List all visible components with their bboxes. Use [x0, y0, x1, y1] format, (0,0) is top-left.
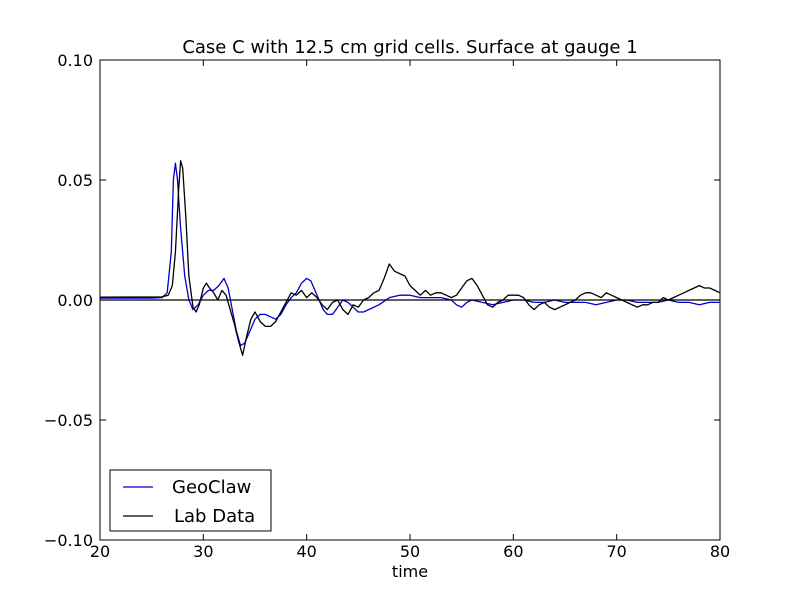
y-tick-label: −0.05 — [44, 411, 93, 430]
x-tick-label: 70 — [606, 542, 626, 561]
chart-title: Case C with 12.5 cm grid cells. Surface … — [182, 37, 637, 58]
legend: GeoClaw Lab Data — [109, 469, 272, 532]
legend-label-geoclaw: GeoClaw — [172, 477, 251, 498]
legend-box — [109, 469, 272, 532]
y-axis-ticks: −0.10 −0.05 0.00 0.05 0.10 — [44, 51, 720, 550]
x-tick-label: 40 — [296, 542, 316, 561]
y-tick-label: −0.10 — [44, 531, 93, 550]
x-tick-label: 20 — [90, 542, 110, 561]
y-tick-label: 0.05 — [57, 171, 93, 190]
x-tick-label: 80 — [710, 542, 730, 561]
x-tick-label: 60 — [503, 542, 523, 561]
y-tick-label: 0.00 — [57, 291, 93, 310]
x-tick-label: 50 — [400, 542, 420, 561]
plot-area — [99, 59, 721, 541]
legend-label-lab-data: Lab Data — [174, 506, 255, 527]
x-axis-label: time — [392, 562, 428, 581]
x-tick-label: 30 — [193, 542, 213, 561]
x-axis-ticks: 20 30 40 50 60 70 80 — [90, 60, 730, 561]
y-tick-label: 0.10 — [57, 51, 93, 70]
